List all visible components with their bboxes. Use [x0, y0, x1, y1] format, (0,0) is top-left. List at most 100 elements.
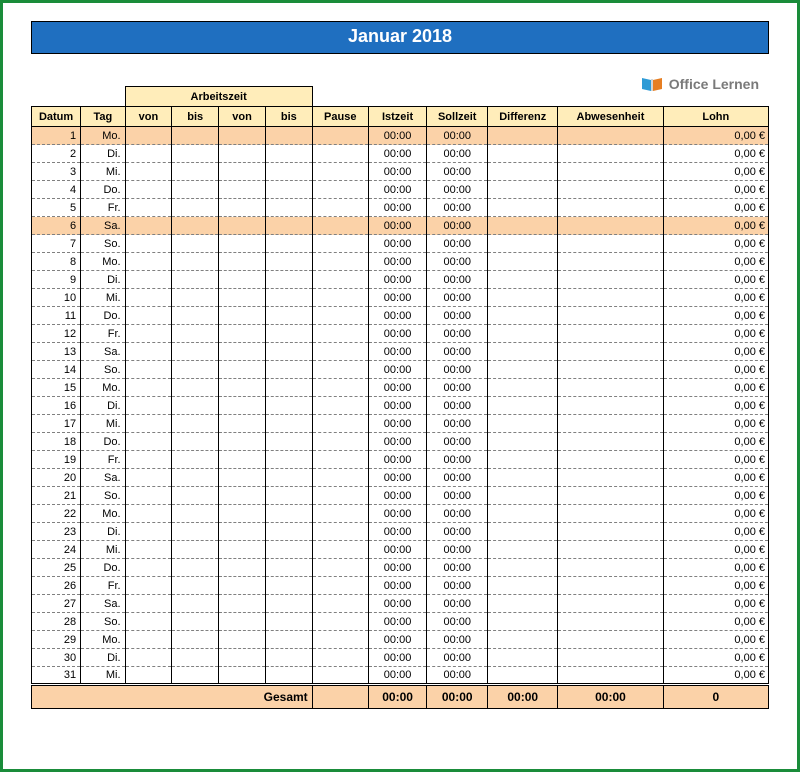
cell-pause[interactable] — [312, 361, 368, 379]
cell-pause[interactable] — [312, 487, 368, 505]
cell-bis2[interactable] — [265, 433, 312, 451]
cell-bis1[interactable] — [172, 181, 219, 199]
cell-von2[interactable] — [219, 649, 266, 667]
cell-von1[interactable] — [125, 487, 172, 505]
cell-pause[interactable] — [312, 559, 368, 577]
cell-bis1[interactable] — [172, 235, 219, 253]
cell-bis1[interactable] — [172, 541, 219, 559]
cell-von2[interactable] — [219, 127, 266, 145]
cell-bis2[interactable] — [265, 487, 312, 505]
cell-von2[interactable] — [219, 235, 266, 253]
cell-bis2[interactable] — [265, 667, 312, 685]
cell-von1[interactable] — [125, 253, 172, 271]
cell-von1[interactable] — [125, 145, 172, 163]
cell-bis1[interactable] — [172, 397, 219, 415]
cell-von1[interactable] — [125, 631, 172, 649]
cell-pause[interactable] — [312, 127, 368, 145]
cell-pause[interactable] — [312, 307, 368, 325]
cell-bis2[interactable] — [265, 415, 312, 433]
cell-von1[interactable] — [125, 595, 172, 613]
cell-pause[interactable] — [312, 253, 368, 271]
cell-bis2[interactable] — [265, 127, 312, 145]
cell-bis1[interactable] — [172, 289, 219, 307]
cell-bis1[interactable] — [172, 163, 219, 181]
cell-von2[interactable] — [219, 541, 266, 559]
cell-von2[interactable] — [219, 343, 266, 361]
cell-von1[interactable] — [125, 325, 172, 343]
cell-bis2[interactable] — [265, 289, 312, 307]
cell-pause[interactable] — [312, 325, 368, 343]
cell-bis2[interactable] — [265, 595, 312, 613]
cell-pause[interactable] — [312, 613, 368, 631]
cell-pause[interactable] — [312, 235, 368, 253]
cell-pause[interactable] — [312, 163, 368, 181]
cell-von1[interactable] — [125, 199, 172, 217]
cell-von1[interactable] — [125, 505, 172, 523]
cell-von2[interactable] — [219, 163, 266, 181]
cell-von2[interactable] — [219, 379, 266, 397]
cell-von1[interactable] — [125, 469, 172, 487]
cell-pause[interactable] — [312, 199, 368, 217]
cell-pause[interactable] — [312, 541, 368, 559]
cell-pause[interactable] — [312, 505, 368, 523]
cell-pause[interactable] — [312, 469, 368, 487]
cell-von1[interactable] — [125, 613, 172, 631]
cell-pause[interactable] — [312, 217, 368, 235]
cell-von2[interactable] — [219, 181, 266, 199]
cell-von2[interactable] — [219, 145, 266, 163]
cell-von1[interactable] — [125, 289, 172, 307]
cell-pause[interactable] — [312, 379, 368, 397]
cell-bis1[interactable] — [172, 523, 219, 541]
cell-von1[interactable] — [125, 451, 172, 469]
cell-pause[interactable] — [312, 397, 368, 415]
cell-von1[interactable] — [125, 217, 172, 235]
cell-bis1[interactable] — [172, 217, 219, 235]
cell-bis2[interactable] — [265, 505, 312, 523]
cell-von2[interactable] — [219, 217, 266, 235]
cell-pause[interactable] — [312, 577, 368, 595]
cell-bis2[interactable] — [265, 181, 312, 199]
cell-von1[interactable] — [125, 433, 172, 451]
cell-von1[interactable] — [125, 649, 172, 667]
cell-bis1[interactable] — [172, 127, 219, 145]
cell-bis2[interactable] — [265, 307, 312, 325]
cell-bis2[interactable] — [265, 325, 312, 343]
cell-bis1[interactable] — [172, 505, 219, 523]
cell-von1[interactable] — [125, 343, 172, 361]
cell-von1[interactable] — [125, 541, 172, 559]
cell-bis2[interactable] — [265, 523, 312, 541]
cell-bis1[interactable] — [172, 613, 219, 631]
cell-von2[interactable] — [219, 451, 266, 469]
cell-bis2[interactable] — [265, 217, 312, 235]
cell-bis1[interactable] — [172, 649, 219, 667]
cell-bis2[interactable] — [265, 379, 312, 397]
cell-von1[interactable] — [125, 181, 172, 199]
cell-pause[interactable] — [312, 271, 368, 289]
cell-von1[interactable] — [125, 397, 172, 415]
cell-pause[interactable] — [312, 433, 368, 451]
cell-pause[interactable] — [312, 289, 368, 307]
cell-von2[interactable] — [219, 307, 266, 325]
cell-bis2[interactable] — [265, 613, 312, 631]
cell-von2[interactable] — [219, 487, 266, 505]
cell-von2[interactable] — [219, 289, 266, 307]
cell-bis1[interactable] — [172, 469, 219, 487]
cell-von1[interactable] — [125, 523, 172, 541]
cell-von2[interactable] — [219, 577, 266, 595]
cell-von2[interactable] — [219, 253, 266, 271]
cell-von2[interactable] — [219, 199, 266, 217]
cell-von1[interactable] — [125, 379, 172, 397]
cell-von1[interactable] — [125, 415, 172, 433]
cell-pause[interactable] — [312, 343, 368, 361]
cell-bis1[interactable] — [172, 577, 219, 595]
cell-pause[interactable] — [312, 667, 368, 685]
cell-bis1[interactable] — [172, 415, 219, 433]
cell-bis1[interactable] — [172, 379, 219, 397]
cell-bis2[interactable] — [265, 559, 312, 577]
cell-bis2[interactable] — [265, 343, 312, 361]
cell-bis1[interactable] — [172, 253, 219, 271]
cell-von2[interactable] — [219, 595, 266, 613]
cell-bis2[interactable] — [265, 577, 312, 595]
cell-von2[interactable] — [219, 631, 266, 649]
cell-bis1[interactable] — [172, 325, 219, 343]
